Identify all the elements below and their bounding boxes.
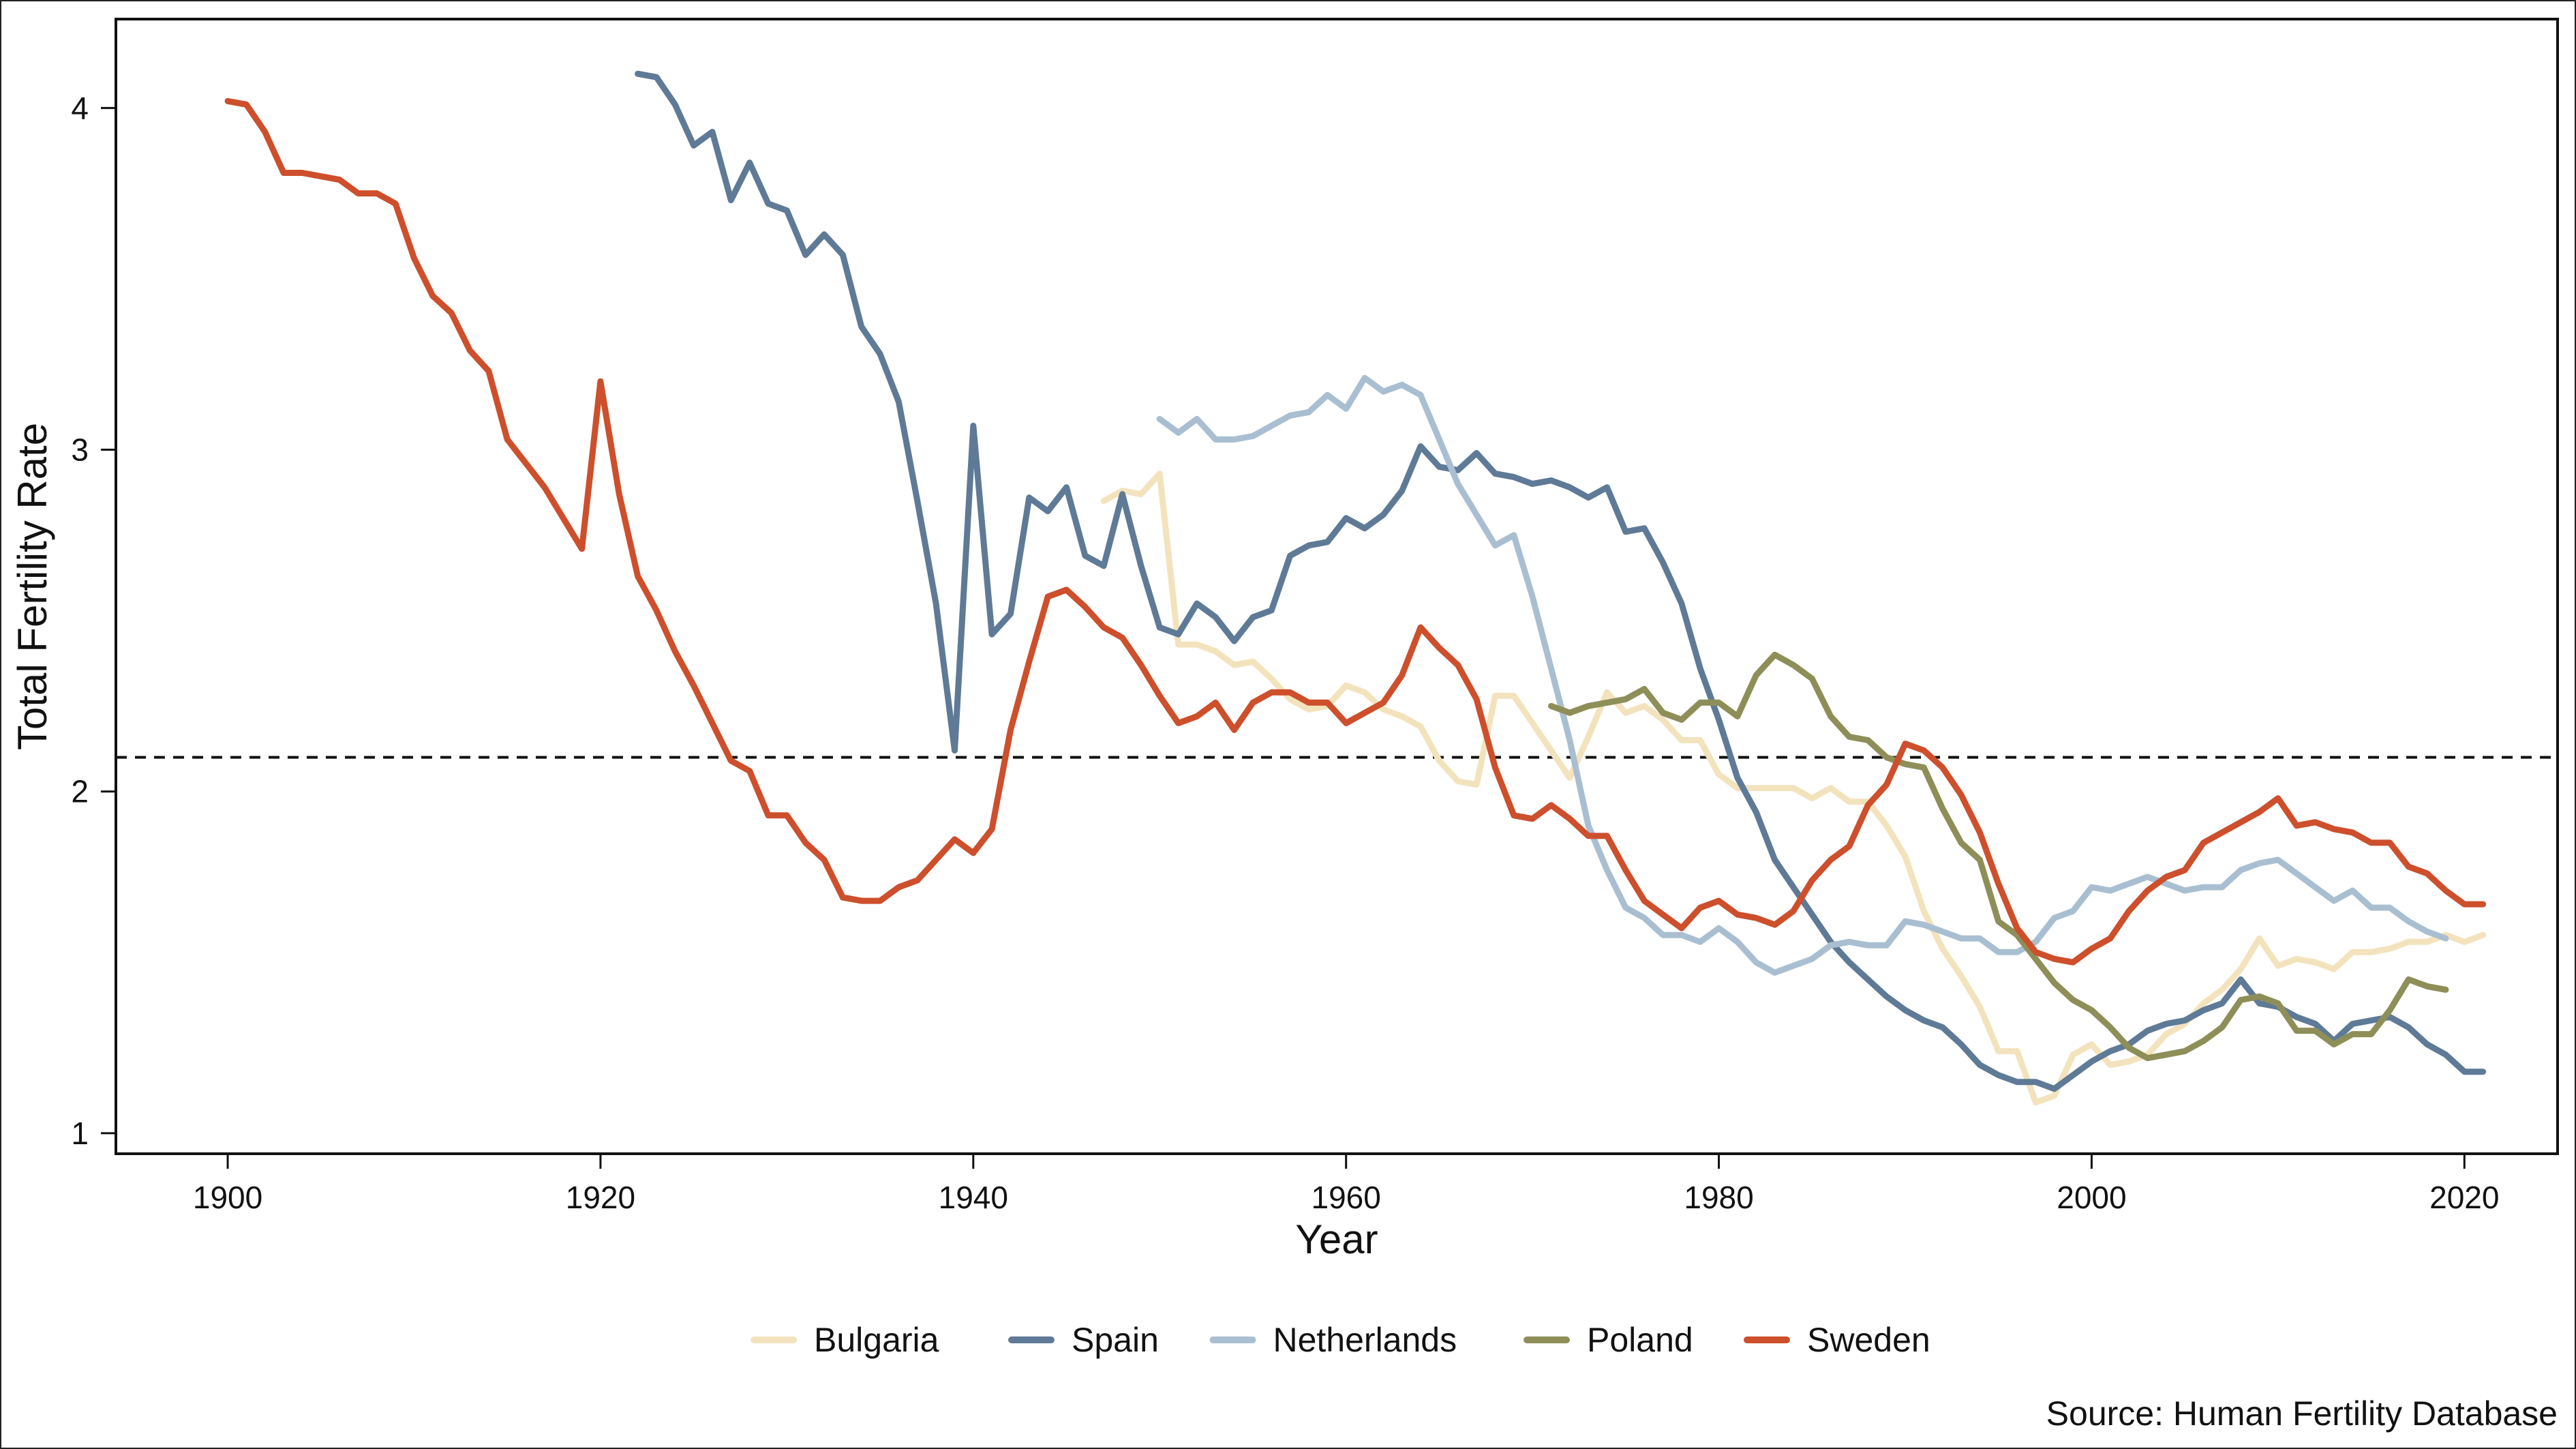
x-tick-label: 1940 — [939, 1180, 1008, 1215]
series-lines — [224, 70, 2487, 1106]
x-tick-label: 2000 — [2057, 1180, 2126, 1215]
series-line-poland — [1548, 651, 2449, 1062]
legend-item-bulgaria: Bulgaria — [751, 1321, 939, 1359]
x-tick-label: 1900 — [193, 1180, 262, 1215]
y-tick-label: 2 — [71, 774, 89, 809]
legend-label: Spain — [1072, 1321, 1159, 1359]
legend-item-spain: Spain — [1008, 1321, 1159, 1359]
legend-label: Bulgaria — [814, 1321, 939, 1359]
series-line-sweden — [224, 98, 2487, 966]
source-note: Source: Human Fertility Database — [2046, 1394, 2558, 1433]
y-tick-label: 4 — [71, 90, 89, 125]
legend: Bulgaria Spain Netherlands Poland Sweden — [751, 1321, 1930, 1359]
x-tick-label: 1980 — [1684, 1180, 1753, 1215]
x-tick-label: 1960 — [1311, 1180, 1380, 1215]
series-line-netherlands — [1156, 374, 2449, 976]
legend-label: Poland — [1587, 1321, 1693, 1359]
legend-item-poland: Poland — [1524, 1321, 1693, 1359]
y-tick-label: 3 — [71, 432, 89, 468]
y-tick-label: 1 — [71, 1116, 89, 1151]
x-tick-label: 2020 — [2429, 1180, 2499, 1215]
legend-item-sweden: Sweden — [1744, 1321, 1930, 1359]
legend-label: Sweden — [1807, 1321, 1930, 1359]
series-line-spain — [635, 70, 2487, 1092]
legend-item-netherlands: Netherlands — [1209, 1321, 1457, 1359]
x-tick-label: 1920 — [566, 1180, 635, 1215]
legend-label: Netherlands — [1273, 1321, 1457, 1359]
y-axis-title: Total Fertility Rate — [10, 423, 55, 750]
x-axis-title: Year — [1295, 1216, 1378, 1262]
series-line-bulgaria — [1100, 470, 2487, 1106]
axes: 1900 1920 1940 1960 1980 2000 2020 1 2 3 4 — [71, 90, 2499, 1215]
plot-frame — [115, 18, 2559, 1155]
